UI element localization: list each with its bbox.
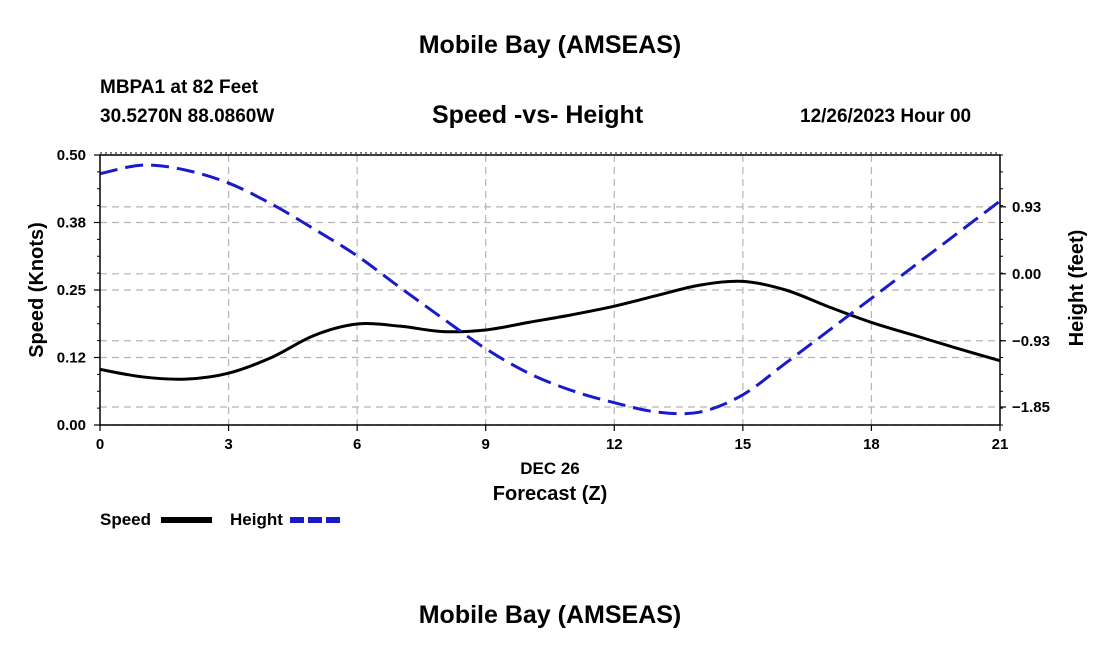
forecast-datetime: 12/26/2023 Hour 00 — [800, 106, 972, 127]
y2-tick-label: −1.85 — [1012, 399, 1050, 416]
x-tick-label: 21 — [992, 436, 1009, 453]
x-tick-label: 9 — [482, 436, 490, 453]
page-title: Mobile Bay (AMSEAS) — [418, 31, 682, 59]
x-axis-sublabel: DEC 26 — [520, 459, 580, 478]
speed-series-line — [99, 279, 1001, 381]
y2-tick-label: 0.93 — [1012, 199, 1041, 216]
y2-axis-label: Height (feet) — [1066, 230, 1088, 347]
chart-title: Speed -vs- Height — [432, 101, 644, 129]
y-axis-label: Speed (Knots) — [26, 222, 48, 358]
station-label: MBPA1 at 82 Feet — [100, 77, 259, 98]
y-tick-label: 0.12 — [57, 350, 86, 367]
x-tick-label: 6 — [353, 436, 361, 453]
x-tick-label: 3 — [224, 436, 232, 453]
x-tick-label: 15 — [735, 436, 752, 453]
x-axis-label: Forecast (Z) — [493, 483, 607, 505]
y-tick-label: 0.00 — [57, 417, 86, 434]
series-layer — [99, 163, 1001, 416]
legend-speed-label: Speed — [100, 510, 151, 529]
station-coords: 30.5270N 88.0860W — [100, 106, 275, 127]
grid-layer — [100, 154, 1000, 426]
axis-layer: 0 3 6 9 12 15 18 21 0.00 0.12 0.25 0.38 0.50 −1.85 −0.… — [57, 147, 1050, 453]
y-tick-label: 0.50 — [57, 147, 86, 164]
height-series-line — [99, 163, 1001, 416]
x-tick-label: 0 — [96, 436, 104, 453]
y2-tick-label: −0.93 — [1012, 333, 1050, 350]
y-tick-label: 0.25 — [57, 282, 86, 299]
x-tick-label: 18 — [863, 436, 880, 453]
page-title-bottom: Mobile Bay (AMSEAS) — [418, 601, 682, 629]
legend: Speed Height — [100, 510, 343, 529]
x-tick-label: 12 — [606, 436, 623, 453]
y2-tick-label: 0.00 — [1012, 266, 1041, 283]
y-tick-label: 0.38 — [57, 215, 86, 232]
legend-height-label: Height — [230, 510, 283, 529]
